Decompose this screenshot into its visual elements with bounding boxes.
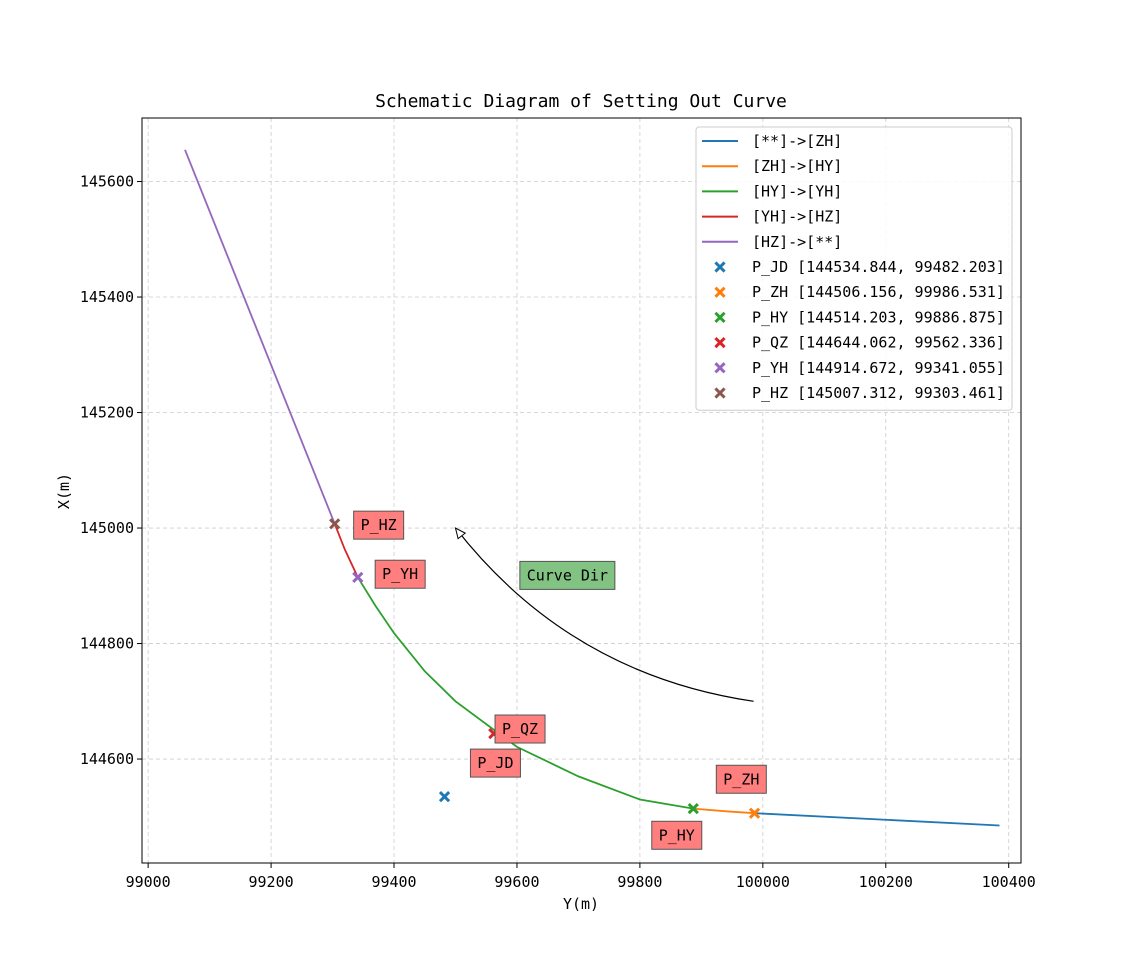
point-label: P_YH	[374, 559, 426, 589]
x-tick-label: 100000	[736, 873, 790, 891]
y-tick-label: 145600	[80, 173, 134, 191]
point-label: P_JD	[469, 748, 521, 778]
curve-direction-arrow	[454, 527, 754, 702]
x-tick-label: 99200	[249, 873, 294, 891]
point-label: P_QZ	[494, 714, 546, 744]
label-text: Curve Dir	[527, 566, 608, 584]
arrow-head	[454, 527, 467, 540]
legend-label: [**]->[ZH]	[752, 132, 842, 150]
point-marker	[714, 387, 726, 399]
series-line	[693, 807, 755, 815]
arrow-curve	[455, 527, 754, 702]
legend-label: P_HY [144514.203, 99886.875]	[752, 308, 1005, 326]
label-box	[494, 714, 546, 744]
x-tick-label: 99000	[126, 873, 171, 891]
legend-label: [ZH]->[HY]	[752, 157, 842, 175]
y-tick-label: 145000	[80, 519, 134, 537]
legend-label: P_ZH [144506.156, 99986.531]	[752, 283, 1005, 301]
point-marker	[352, 571, 364, 583]
point-marker	[714, 311, 726, 324]
legend-box	[695, 126, 1013, 411]
axis-ticks: 99000 99200 99400 99600 99800 100000 100200 100…	[80, 173, 1036, 891]
label-box	[651, 820, 703, 850]
point-marker	[714, 286, 726, 298]
series-lines	[184, 149, 1000, 827]
grid	[142, 118, 1021, 863]
x-tick-label: 100400	[982, 873, 1036, 891]
point-marker	[714, 362, 726, 374]
point-label: P_HY	[651, 820, 703, 850]
legend-label: [YH]->[HZ]	[752, 208, 842, 226]
label-text: P_YH	[382, 565, 418, 583]
label-text: P_JD	[477, 754, 513, 772]
curve-dir-label: Curve Dir	[519, 560, 616, 590]
legend: [**]->[ZH] [ZH]->[HY] [HY]->[YH] [YH]->[HZ]…	[695, 126, 1013, 411]
point-marker	[687, 802, 699, 815]
legend-label: P_JD [144534.844, 99482.203]	[752, 258, 1005, 276]
y-tick-label: 144800	[80, 635, 134, 653]
legend-label: P_YH [144914.672, 99341.055]	[752, 359, 1005, 377]
point-labels: P_HZ P_YH P_QZ P_JD P_ZH P_HY Curve Dir	[353, 510, 767, 850]
label-box	[469, 748, 521, 778]
y-tick-label: 144600	[80, 750, 134, 768]
series-line	[184, 149, 336, 525]
label-box	[353, 510, 405, 540]
chart-title: Schematic Diagram of Setting Out Curve	[375, 91, 787, 112]
point-marker	[438, 791, 451, 803]
data-points	[329, 518, 761, 819]
label-text: P_QZ	[502, 720, 538, 738]
x-tick-label: 99800	[617, 873, 662, 891]
point-marker	[748, 807, 761, 819]
point-label: P_HZ	[353, 510, 405, 540]
label-text: P_ZH	[723, 770, 759, 788]
series-line	[333, 523, 359, 578]
x-tick-label: 99400	[371, 873, 416, 891]
label-box	[519, 560, 616, 590]
x-tick-label: 99600	[494, 873, 539, 891]
legend-label: [HZ]->[**]	[752, 233, 842, 251]
x-tick-label: 100200	[859, 873, 913, 891]
y-axis-title: X(m)	[55, 473, 73, 509]
label-box	[374, 559, 426, 589]
point-label: P_ZH	[715, 764, 767, 794]
y-tick-label: 145400	[80, 288, 134, 306]
point-marker	[714, 336, 726, 349]
y-tick-label: 145200	[80, 404, 134, 422]
legend-label: [HY]->[YH]	[752, 182, 842, 200]
point-marker	[714, 261, 726, 273]
legend-label: P_QZ [144644.062, 99562.336]	[752, 334, 1005, 352]
label-box	[715, 764, 767, 794]
plot-frame	[141, 117, 1022, 864]
x-axis-title: Y(m)	[563, 895, 599, 913]
series-line	[754, 812, 1000, 827]
label-text: P_HZ	[361, 516, 397, 534]
legend-label: P_HZ [145007.312, 99303.461]	[752, 384, 1005, 402]
point-marker	[329, 518, 341, 530]
series-line	[357, 576, 694, 810]
label-text: P_HY	[659, 826, 695, 844]
